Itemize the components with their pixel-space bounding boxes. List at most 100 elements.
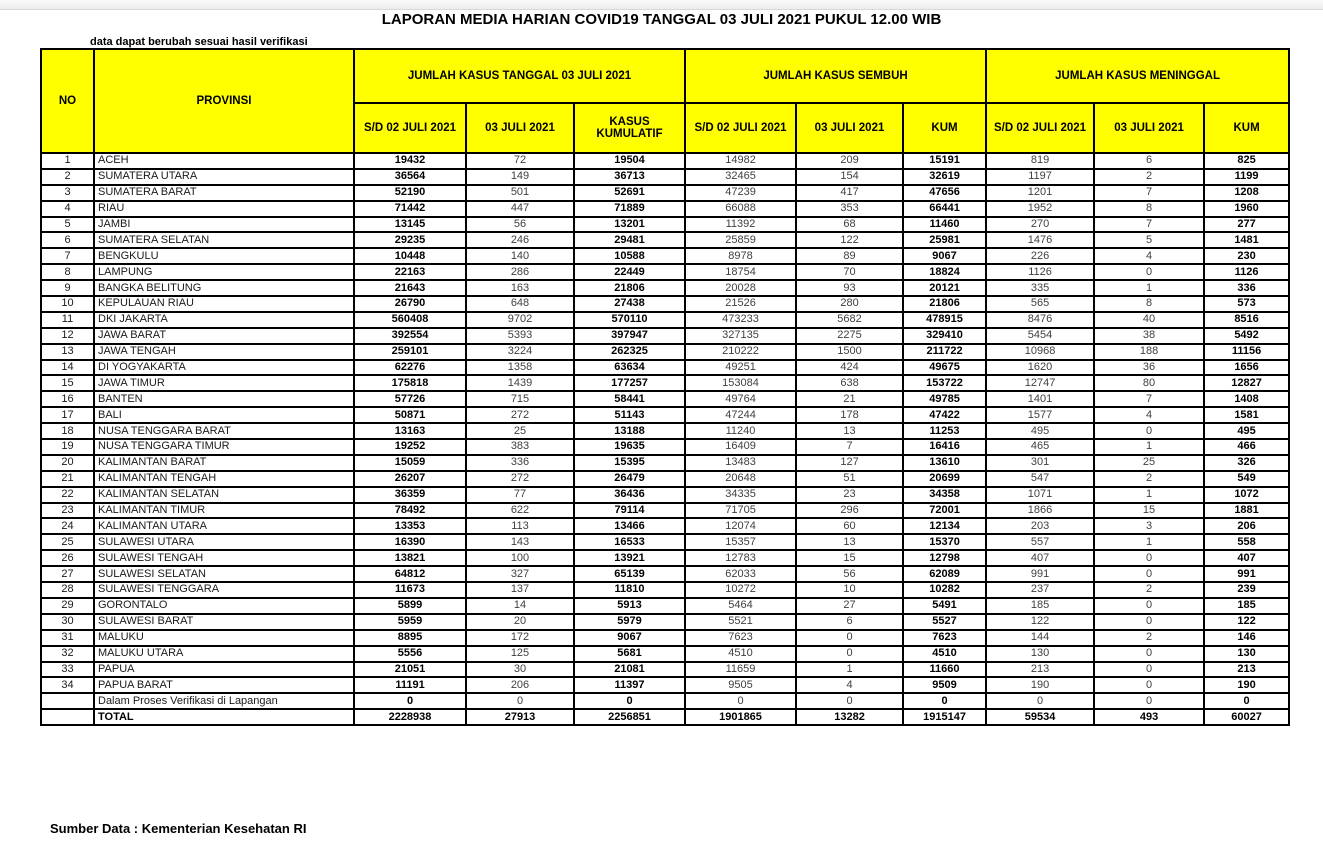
cell-value: 0 — [902, 692, 988, 711]
table-row: 17 BALI 50871 272 51143 47244 178 47422 1577 4 158… — [40, 406, 1291, 425]
header-group-sembuh: JUMLAH KASUS SEMBUH — [684, 48, 988, 104]
cell-value: 153722 — [902, 374, 988, 393]
cell-value: 10282 — [902, 581, 988, 599]
cell-value: 1408 — [1203, 390, 1291, 409]
cell-value: 6 — [795, 612, 905, 631]
cell-value: 3224 — [465, 342, 575, 361]
cell-value: 8 — [1093, 199, 1206, 218]
cell-value: 21081 — [572, 660, 687, 679]
cell-value: 9702 — [465, 310, 575, 329]
table-row: 22 KALIMANTAN SELATAN 36359 77 36436 34335 23 3… — [40, 485, 1291, 504]
cell-value: 10588 — [572, 247, 687, 266]
cell-value: 335 — [985, 279, 1096, 298]
cell-value: 177257 — [572, 374, 687, 393]
cell-provinsi: SULAWESI TENGGARA — [93, 581, 355, 599]
cell-value: 11397 — [572, 676, 687, 695]
cell-value: 549 — [1203, 469, 1291, 488]
cell-value: 4 — [1093, 406, 1206, 425]
cell-value: 1656 — [1203, 358, 1291, 377]
cell-value: 5491 — [902, 596, 988, 615]
cell-value: 60027 — [1203, 708, 1291, 727]
cell-value: 1201 — [985, 183, 1096, 202]
cell-value: 16390 — [353, 533, 467, 552]
header-sembuh-sd02: S/D 02 JULI 2021 — [684, 102, 798, 154]
cell-value: 407 — [1203, 549, 1291, 568]
cell-value: 9067 — [902, 247, 988, 266]
cell-no: 7 — [40, 247, 95, 266]
table-row: 23 KALIMANTAN TIMUR 78492 622 79114 71705 296 7… — [40, 501, 1291, 520]
cell-value: 1866 — [985, 501, 1096, 520]
cell-value: 301 — [985, 453, 1096, 472]
cell-value: 270 — [985, 215, 1096, 234]
cell-value: 13 — [795, 533, 905, 552]
cell-value: 206 — [465, 676, 575, 695]
cell-value: 565 — [985, 295, 1096, 313]
cell-provinsi: BALI — [93, 406, 355, 425]
cell-value: 21806 — [902, 295, 988, 313]
cell-value: 246 — [465, 231, 575, 250]
table-row: 15 JAWA TIMUR 175818 1439 177257 153084 638 153… — [40, 374, 1291, 393]
cell-value: 262325 — [572, 342, 687, 361]
cell-value: 0 — [1093, 612, 1206, 631]
cell-value: 16533 — [572, 533, 687, 552]
cell-provinsi: BANGKA BELITUNG — [93, 279, 355, 298]
cell-value: 13610 — [902, 453, 988, 472]
cell-value: 8978 — [684, 247, 798, 266]
cell-no: 29 — [40, 596, 95, 615]
cell-value: 272 — [465, 406, 575, 425]
cell-value: 466 — [1203, 438, 1291, 456]
cell-value: 127 — [795, 453, 905, 472]
cell-value: 5527 — [902, 612, 988, 631]
cell-value: 495 — [985, 422, 1096, 441]
cell-value: 326 — [1203, 453, 1291, 472]
cell-no: 30 — [40, 612, 95, 631]
cell-no: 3 — [40, 183, 95, 202]
cell-no: 20 — [40, 453, 95, 472]
cell-value: 447 — [465, 199, 575, 218]
cell-value: 175818 — [353, 374, 467, 393]
cell-value: 5959 — [353, 612, 467, 631]
cell-provinsi: TOTAL — [93, 708, 355, 727]
cell-value: 15 — [1093, 501, 1206, 520]
cell-value: 20 — [465, 612, 575, 631]
cell-value: 5556 — [353, 644, 467, 663]
cell-value: 2 — [1093, 469, 1206, 488]
cell-value: 21 — [795, 390, 905, 409]
cell-value: 7 — [1093, 183, 1206, 202]
table-row: 9 BANGKA BELITUNG 21643 163 21806 20028 93 2012… — [40, 279, 1291, 298]
header-no: NO — [40, 48, 95, 154]
cell-value: 0 — [1203, 692, 1291, 711]
cell-value: 10 — [795, 581, 905, 599]
cell-value: 1199 — [1203, 167, 1291, 186]
cell-value: 52691 — [572, 183, 687, 202]
cell-value: 36436 — [572, 485, 687, 504]
cell-value: 122 — [795, 231, 905, 250]
cell-value: 213 — [1203, 660, 1291, 679]
cell-no — [40, 708, 95, 727]
cell-value: 12074 — [684, 517, 798, 536]
cell-no: 6 — [40, 231, 95, 250]
cell-provinsi: RIAU — [93, 199, 355, 218]
cell-value: 185 — [1203, 596, 1291, 615]
cell-value: 26790 — [353, 295, 467, 313]
cell-value: 991 — [985, 565, 1096, 584]
cell-no: 31 — [40, 628, 95, 647]
cell-value: 825 — [1203, 152, 1291, 170]
cell-value: 286 — [465, 263, 575, 282]
cell-value: 0 — [1093, 660, 1206, 679]
cell-no: 17 — [40, 406, 95, 425]
cell-value: 0 — [985, 692, 1096, 711]
cell-value: 336 — [465, 453, 575, 472]
cell-value: 13188 — [572, 422, 687, 441]
cell-value: 622 — [465, 501, 575, 520]
cell-value: 7 — [795, 438, 905, 456]
cell-value: 7 — [1093, 390, 1206, 409]
cell-value: 1481 — [1203, 231, 1291, 250]
cell-value: 47656 — [902, 183, 988, 202]
table-row: 5 JAMBI 13145 56 13201 11392 68 11460 270 7 277 — [40, 215, 1291, 234]
cell-value: 19504 — [572, 152, 687, 170]
cell-value: 12747 — [985, 374, 1096, 393]
cell-value: 11810 — [572, 581, 687, 599]
cell-value: 18824 — [902, 263, 988, 282]
table-row: 6 SUMATERA SELATAN 29235 246 29481 25859 122 25… — [40, 231, 1291, 250]
